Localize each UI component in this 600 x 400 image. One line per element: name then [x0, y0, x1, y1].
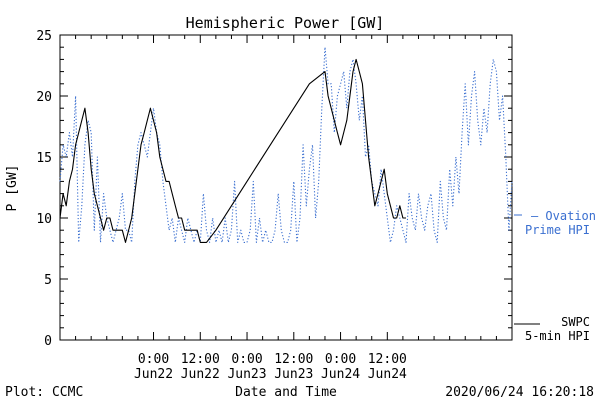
x-tick-label: 0:00: [231, 352, 262, 367]
footer-left: Plot: CCMC: [5, 385, 83, 400]
x-tick-sublabel: Jun23: [227, 367, 266, 382]
series-layer: [59, 46, 513, 243]
ovation-prime-hpi-line: [59, 46, 513, 243]
x-tick-sublabel: Jun22: [134, 367, 173, 382]
chart-title: Hemispheric Power [GW]: [186, 14, 385, 32]
x-axis-ticks: 0:00Jun2212:00Jun220:00Jun2312:00Jun230:…: [59, 35, 513, 382]
y-tick-label: 20: [36, 90, 52, 105]
y-tick-label: 10: [36, 212, 52, 227]
x-tick-label: 12:00: [274, 352, 313, 367]
y-axis-label: P [GW]: [5, 165, 20, 212]
y-axis-ticks: 0 5 10 15 20 25: [36, 29, 512, 349]
legend-swpc-line1: SWPC: [561, 315, 590, 329]
x-axis-label: Date and Time: [235, 385, 337, 400]
x-tick-label: 0:00: [325, 352, 356, 367]
y-tick-label: 25: [36, 29, 52, 44]
x-tick-label: 0:00: [138, 352, 169, 367]
x-tick-sublabel: Jun24: [321, 367, 360, 382]
plot-frame: [59, 34, 513, 341]
swpc-hpi-line: [59, 58, 406, 243]
x-tick-sublabel: Jun22: [181, 367, 220, 382]
x-tick-sublabel: Jun23: [274, 367, 313, 382]
legend-ovation-line2: Prime HPI: [525, 223, 590, 237]
y-tick-label: 5: [44, 273, 52, 288]
footer-timestamp: 2020/06/24 16:20:18: [445, 385, 594, 400]
legend-ovation-line1: — Ovation: [531, 209, 596, 223]
x-tick-sublabel: Jun24: [368, 367, 407, 382]
legend-swpc-line2: 5-min HPI: [525, 329, 590, 343]
x-tick-label: 12:00: [181, 352, 220, 367]
x-tick-label: 12:00: [368, 352, 407, 367]
y-tick-label: 0: [44, 334, 52, 349]
y-tick-label: 15: [36, 151, 52, 166]
